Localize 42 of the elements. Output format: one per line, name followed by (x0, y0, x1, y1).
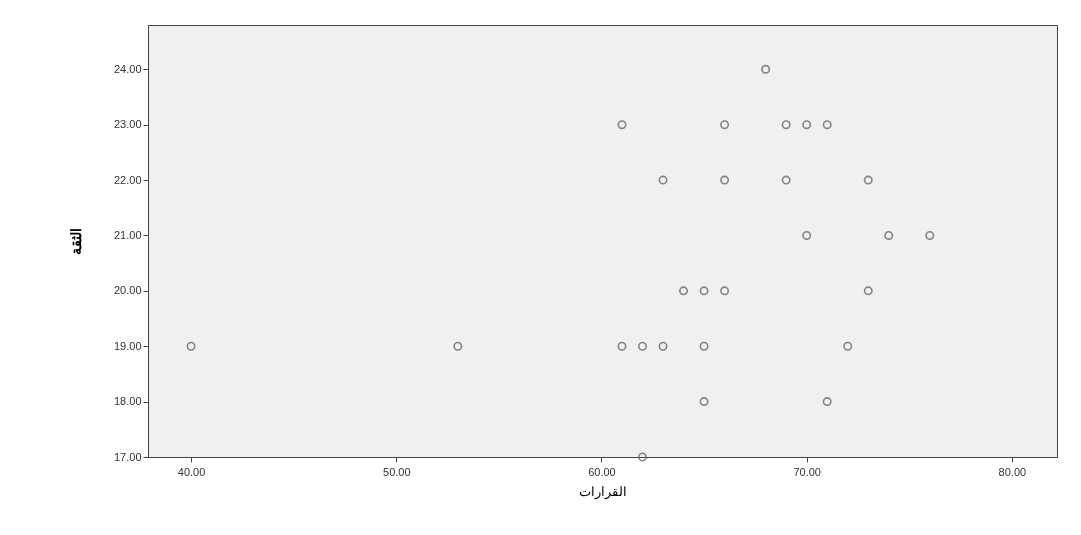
point (822, 397, 832, 407)
x-tick-label: 60.00 (588, 465, 616, 478)
point (802, 120, 812, 130)
point (453, 341, 463, 351)
point (761, 64, 771, 74)
point (843, 341, 853, 351)
point (925, 230, 935, 240)
point (720, 120, 730, 130)
point (679, 286, 689, 296)
y-tick-label: 23.00 (113, 118, 142, 131)
x-tick-label: 50.00 (383, 465, 411, 478)
x-tick-label: 70.00 (793, 465, 821, 478)
point (781, 175, 791, 185)
y-tick-label: 20.00 (113, 284, 142, 297)
y-axis-title: الثقة (67, 228, 84, 255)
point (699, 286, 709, 296)
point (186, 341, 196, 351)
y-tick-label: 17.00 (113, 450, 142, 463)
point (822, 120, 832, 130)
point (863, 175, 873, 185)
x-axis-title: القرارات (579, 483, 627, 500)
y-tick-label: 19.00 (113, 339, 142, 352)
point (617, 341, 627, 351)
y-tick-label: 18.00 (113, 395, 142, 408)
point (699, 341, 709, 351)
point (617, 120, 627, 130)
point (720, 286, 730, 296)
point (863, 286, 873, 296)
x-tick-label: 40.00 (177, 465, 206, 478)
point (884, 230, 894, 240)
y-tick-label: 22.00 (113, 173, 142, 186)
y-tick-label: 21.00 (113, 228, 142, 241)
point (720, 175, 730, 185)
point (638, 452, 648, 462)
x-tick-label: 80.00 (998, 465, 1027, 478)
point (699, 397, 709, 407)
point (781, 120, 791, 130)
point (638, 341, 648, 351)
point (658, 175, 668, 185)
y-tick-label: 24.00 (113, 62, 142, 75)
point (802, 230, 812, 240)
point (658, 341, 668, 351)
